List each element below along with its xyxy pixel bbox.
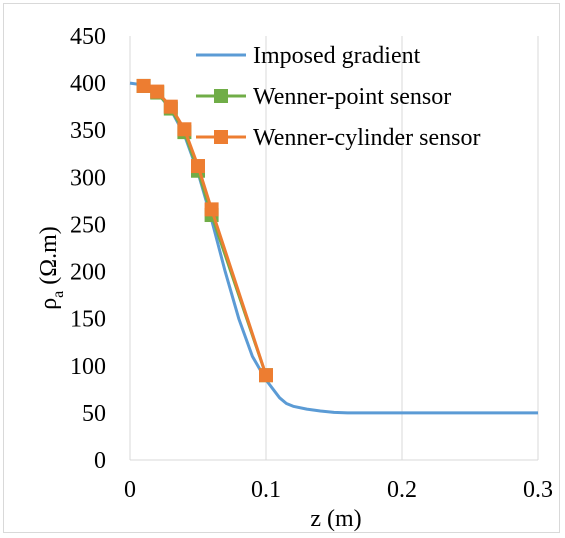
series-line-1 (142, 84, 268, 376)
grid-lines (265, 36, 539, 460)
legend-label-wenner-point: Wenner-point sensor (253, 84, 451, 110)
series-line-2 (143, 84, 268, 376)
series-2-point (191, 159, 205, 174)
y-axis-title-unit: (Ω.m) (36, 226, 62, 291)
series-2-point (136, 78, 151, 93)
axes (129, 36, 538, 461)
series-2-point (163, 99, 178, 114)
x-tick-label: 0.2 (387, 477, 417, 503)
y-tick-label: 450 (70, 24, 106, 50)
x-tick-label: 0.3 (523, 477, 553, 503)
y-tick-label: 100 (70, 354, 106, 380)
tick-labels: 0 50 100 150 200 250 300 350 400 450 0 0.1 0.2 0.3 (70, 24, 553, 503)
legend: Imposed gradient Wenner-point sensor Wen… (196, 43, 481, 151)
y-tick-label: 0 (94, 448, 106, 474)
series-2-point (150, 84, 165, 99)
x-axis-title: z (m) (310, 506, 361, 532)
y-axis-title-symbol: ρ (36, 298, 62, 310)
x-tick-label: 0 (124, 477, 136, 503)
y-axis-title-subscript: a (50, 291, 67, 298)
y-tick-label: 200 (70, 260, 106, 286)
y-tick-label: 350 (70, 118, 106, 144)
series-2-point (259, 368, 273, 383)
legend-item-wenner-point: Wenner-point sensor (196, 84, 451, 110)
y-tick-label: 250 (70, 212, 106, 238)
y-tick-label: 50 (82, 401, 106, 427)
legend-item-imposed-gradient: Imposed gradient (196, 43, 421, 69)
y-axis-title: ρa (Ω.m) (36, 226, 67, 310)
legend-label-imposed-gradient: Imposed gradient (253, 43, 421, 69)
series-group (129, 78, 538, 415)
legend-marker-wenner-cylinder (214, 130, 228, 144)
series-2-point (177, 122, 192, 137)
legend-item-wenner-cylinder: Wenner-cylinder sensor (196, 125, 481, 151)
legend-label-wenner-cylinder: Wenner-cylinder sensor (253, 125, 481, 151)
series-2-point (204, 202, 219, 217)
x-tick-label: 0.1 (251, 477, 281, 503)
y-tick-label: 150 (70, 307, 106, 333)
y-tick-label: 400 (70, 71, 106, 97)
y-tick-label: 300 (70, 165, 106, 191)
chart-frame (3, 3, 560, 533)
legend-marker-wenner-point (214, 89, 228, 103)
